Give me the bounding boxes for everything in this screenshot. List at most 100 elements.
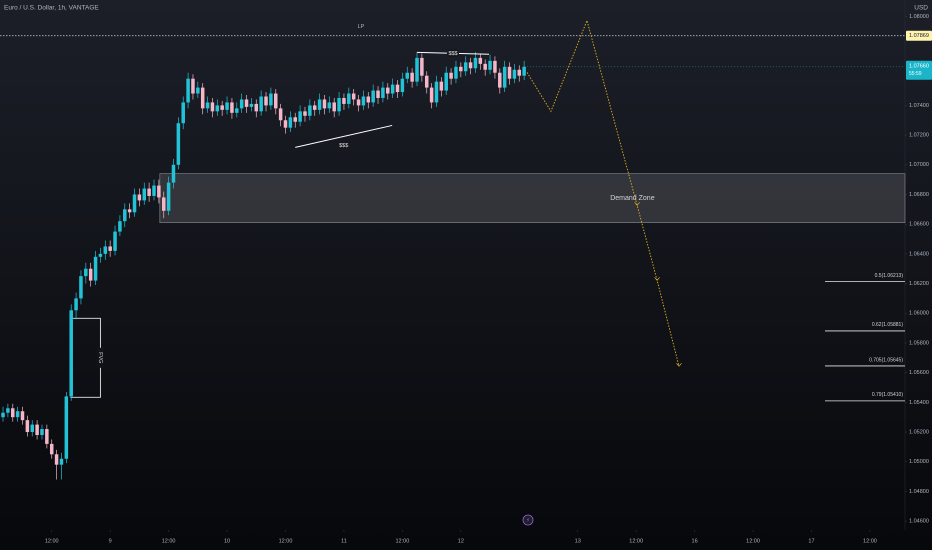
- candle-body: [351, 93, 356, 100]
- candle-body: [347, 93, 351, 104]
- candle-body: [93, 256, 98, 281]
- candle-body: [517, 69, 522, 76]
- candle-body: [6, 408, 10, 413]
- x-tick-label: 16: [692, 538, 698, 544]
- candle-body: [522, 66, 526, 76]
- candle-body: [356, 99, 361, 106]
- x-tick-label: 10: [224, 538, 230, 544]
- candle-body: [191, 78, 195, 94]
- candle-body: [132, 194, 137, 213]
- candle-body: [108, 246, 112, 251]
- x-tick-label: 12:00: [162, 538, 176, 544]
- fib-label: 0.705(1.05645): [869, 357, 903, 363]
- candle-body: [274, 93, 278, 109]
- candle-body: [502, 66, 507, 88]
- x-tick-label: 12:00: [629, 538, 643, 544]
- candle-body: [298, 111, 302, 122]
- candle-body: [54, 454, 59, 465]
- candle-body: [317, 99, 322, 110]
- x-tick-label: 9: [109, 538, 112, 544]
- candle-body: [308, 105, 312, 116]
- projection-arrow: [634, 202, 640, 206]
- candle-body: [69, 310, 73, 397]
- countdown-label: 55:59: [909, 71, 922, 77]
- y-tick-label: 1.06200: [909, 281, 929, 287]
- candle-body: [337, 97, 341, 112]
- candle-body: [152, 185, 156, 196]
- candle-body: [264, 96, 268, 106]
- candle-body: [1, 412, 5, 418]
- candle-body: [463, 62, 468, 72]
- x-tick-label: 13: [575, 538, 581, 544]
- candle-body: [45, 429, 49, 444]
- candle-body: [468, 62, 473, 69]
- x-tick-label: 12:00: [396, 538, 410, 544]
- last-price-label: 1.07660: [909, 63, 929, 69]
- event-icon[interactable]: [522, 514, 534, 526]
- candle-body: [361, 96, 366, 106]
- candle-body: [420, 57, 424, 76]
- candle-body: [215, 105, 220, 112]
- candle-body: [84, 268, 88, 277]
- candle-body: [200, 87, 205, 109]
- demand-zone: [159, 173, 906, 223]
- y-tick-label: 1.04600: [909, 519, 929, 525]
- candle-body: [210, 102, 215, 112]
- candle-body: [142, 188, 147, 201]
- liquidity-mark-label: $$$: [448, 51, 457, 57]
- y-tick-label: 1.07200: [909, 133, 929, 139]
- candle-body: [161, 197, 166, 211]
- candle-body: [488, 60, 492, 70]
- candle-body: [259, 96, 263, 112]
- candle-body: [366, 96, 371, 103]
- candle-body: [59, 458, 64, 465]
- x-tick-label: 12:00: [863, 538, 877, 544]
- candle-body: [186, 78, 190, 103]
- candle-body: [137, 194, 142, 201]
- y-tick-label: 1.06400: [909, 251, 929, 257]
- candle-body: [322, 99, 327, 109]
- last-price-box: [906, 60, 932, 80]
- x-tick-label: 12:00: [279, 538, 293, 544]
- candle-body: [512, 69, 517, 79]
- y-tick-label: 1.06000: [909, 311, 929, 317]
- candle-body: [157, 185, 161, 198]
- candle-body: [459, 66, 463, 72]
- candle-body: [269, 93, 273, 106]
- candle-body: [327, 102, 332, 109]
- candle-body: [386, 87, 390, 94]
- candle-body: [244, 99, 249, 107]
- candle-body: [424, 75, 429, 88]
- candle-body: [176, 123, 181, 165]
- fib-label: 0.79(1.05410): [872, 392, 903, 398]
- candle-body: [390, 84, 395, 94]
- x-tick-label: 12:00: [45, 538, 59, 544]
- projection-path: [526, 19, 680, 367]
- fvg-label-bg: [96, 347, 105, 368]
- candle-body: [415, 57, 419, 82]
- fib-label: 0.5(1.06213): [875, 273, 904, 279]
- symbol-title: Euro / U.S. Dollar, 1h, VANTAGE: [4, 5, 99, 12]
- liquidity-price-box: [906, 30, 932, 41]
- candle-body: [103, 246, 108, 254]
- candle-body: [127, 209, 132, 213]
- candle-body: [410, 72, 414, 82]
- liquidity-mark-label: $$$: [339, 143, 348, 149]
- candle-body: [254, 103, 259, 112]
- candle-body: [171, 164, 176, 183]
- y-tick-label: 1.05600: [909, 370, 929, 376]
- candle-body: [40, 429, 44, 435]
- candle-body: [181, 102, 185, 124]
- candle-body: [249, 103, 254, 107]
- fvg-label: FVG: [97, 352, 103, 363]
- candle-body: [507, 66, 512, 79]
- candle-body: [15, 411, 20, 418]
- candle-body: [205, 102, 210, 109]
- candle-body: [123, 209, 127, 222]
- candle-body: [49, 443, 54, 455]
- liquidity-price-label: 1.07869: [909, 33, 929, 39]
- candle-body: [239, 99, 244, 109]
- candle-body: [332, 102, 336, 112]
- candle-body: [147, 188, 151, 196]
- candle-body: [434, 81, 439, 103]
